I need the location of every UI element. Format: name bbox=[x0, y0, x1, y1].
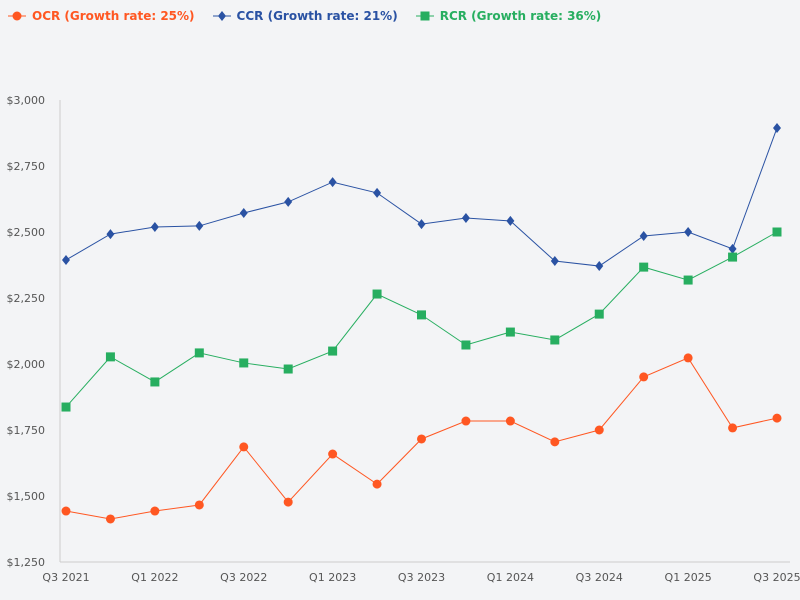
ocr-data-point bbox=[594, 425, 604, 435]
ocr-data-point bbox=[194, 500, 204, 510]
ocr-data-point bbox=[505, 416, 515, 426]
ccr-data-point bbox=[195, 220, 204, 231]
ccr-data-point bbox=[639, 230, 648, 241]
ocr-data-point bbox=[150, 506, 160, 516]
legend-marker bbox=[420, 11, 430, 21]
rcr-series-line bbox=[65, 231, 778, 408]
rcr-data-point bbox=[772, 227, 782, 237]
ocr-data-point bbox=[728, 423, 738, 433]
x-tick-label: Q3 2024 bbox=[576, 571, 623, 584]
ocr-data-point bbox=[550, 437, 560, 447]
ccr-data-point bbox=[728, 243, 737, 254]
x-tick-label: Q3 2021 bbox=[42, 571, 89, 584]
ccr-data-point bbox=[550, 256, 559, 267]
ccr-data-point bbox=[284, 196, 293, 207]
x-tick-label: Q1 2024 bbox=[487, 571, 534, 584]
rcr-data-point bbox=[239, 358, 249, 368]
rcr-data-point bbox=[728, 252, 738, 262]
ocr-data-point bbox=[105, 514, 115, 524]
x-tick-label: Q3 2023 bbox=[398, 571, 445, 584]
ocr-data-point bbox=[417, 434, 426, 444]
y-tick-label: $2,000 bbox=[7, 358, 46, 371]
ccr-data-point bbox=[106, 229, 115, 240]
ocr-data-point bbox=[772, 413, 782, 423]
square-marker-icon bbox=[415, 11, 434, 21]
y-tick-label: $1,500 bbox=[7, 490, 46, 503]
ccr-data-point bbox=[239, 207, 248, 218]
legend-item-ccr[interactable]: CCR (Growth rate: 21%) bbox=[212, 9, 398, 23]
x-tick-label: Q3 2022 bbox=[220, 571, 267, 584]
legend-item-ocr[interactable]: OCR (Growth rate: 25%) bbox=[8, 9, 195, 23]
legend-label: OCR (Growth rate: 25%) bbox=[32, 9, 195, 23]
ocr-data-point bbox=[461, 416, 471, 426]
ccr-data-point bbox=[506, 215, 515, 226]
rcr-data-point bbox=[105, 352, 115, 362]
ccr-data-point bbox=[773, 122, 781, 133]
ocr-data-point bbox=[683, 353, 693, 363]
rcr-data-point bbox=[683, 275, 693, 285]
ocr-data-point bbox=[372, 479, 382, 489]
ccr-series-line bbox=[65, 127, 778, 267]
rcr-data-point bbox=[550, 335, 560, 345]
legend-label: CCR (Growth rate: 21%) bbox=[236, 9, 398, 23]
legend: OCR (Growth rate: 25%) CCR (Growth rate: … bbox=[8, 9, 601, 23]
ocr-data-point bbox=[328, 449, 338, 459]
rcr-data-point bbox=[594, 309, 604, 319]
ccr-data-point bbox=[595, 261, 604, 272]
y-tick-label: $1,750 bbox=[7, 424, 46, 437]
ccr-data-point bbox=[373, 187, 382, 198]
y-tick-label: $2,750 bbox=[7, 160, 46, 173]
rcr-data-point bbox=[61, 402, 71, 412]
rcr-data-point bbox=[328, 346, 338, 356]
rcr-data-point bbox=[283, 364, 293, 374]
x-tick-label: Q1 2022 bbox=[131, 571, 178, 584]
rcr-data-point bbox=[150, 377, 160, 387]
ocr-data-point bbox=[239, 442, 249, 452]
x-tick-label: Q3 2025 bbox=[753, 571, 800, 584]
legend-item-rcr[interactable]: RCR (Growth rate: 36%) bbox=[415, 9, 602, 23]
x-tick-label: Q1 2025 bbox=[665, 571, 712, 584]
diamond-marker-icon bbox=[212, 11, 231, 21]
rcr-data-point bbox=[461, 340, 471, 350]
circle-marker-icon bbox=[8, 11, 26, 21]
ocr-data-point bbox=[283, 497, 293, 507]
x-tick-label: Q1 2023 bbox=[309, 571, 356, 584]
ccr-data-point bbox=[417, 219, 426, 230]
ccr-data-point bbox=[150, 221, 159, 232]
y-tick-label: $1,250 bbox=[7, 556, 46, 569]
ccr-data-point bbox=[62, 254, 70, 265]
legend-label: RCR (Growth rate: 36%) bbox=[439, 9, 602, 23]
rcr-data-point bbox=[194, 348, 204, 358]
ccr-data-point bbox=[328, 177, 337, 188]
ccr-data-point bbox=[461, 213, 470, 224]
rcr-data-point bbox=[505, 327, 515, 337]
ocr-data-point bbox=[61, 506, 71, 516]
ccr-data-point bbox=[684, 227, 693, 237]
legend-marker bbox=[12, 11, 22, 21]
y-tick-label: $2,500 bbox=[7, 226, 46, 239]
ocr-data-point bbox=[639, 372, 649, 382]
y-tick-label: $3,000 bbox=[7, 94, 46, 107]
legend-marker bbox=[217, 11, 226, 21]
rcr-data-point bbox=[372, 289, 382, 299]
rcr-data-point bbox=[639, 262, 649, 272]
rcr-data-point bbox=[417, 310, 426, 320]
y-tick-label: $2,250 bbox=[7, 292, 46, 305]
